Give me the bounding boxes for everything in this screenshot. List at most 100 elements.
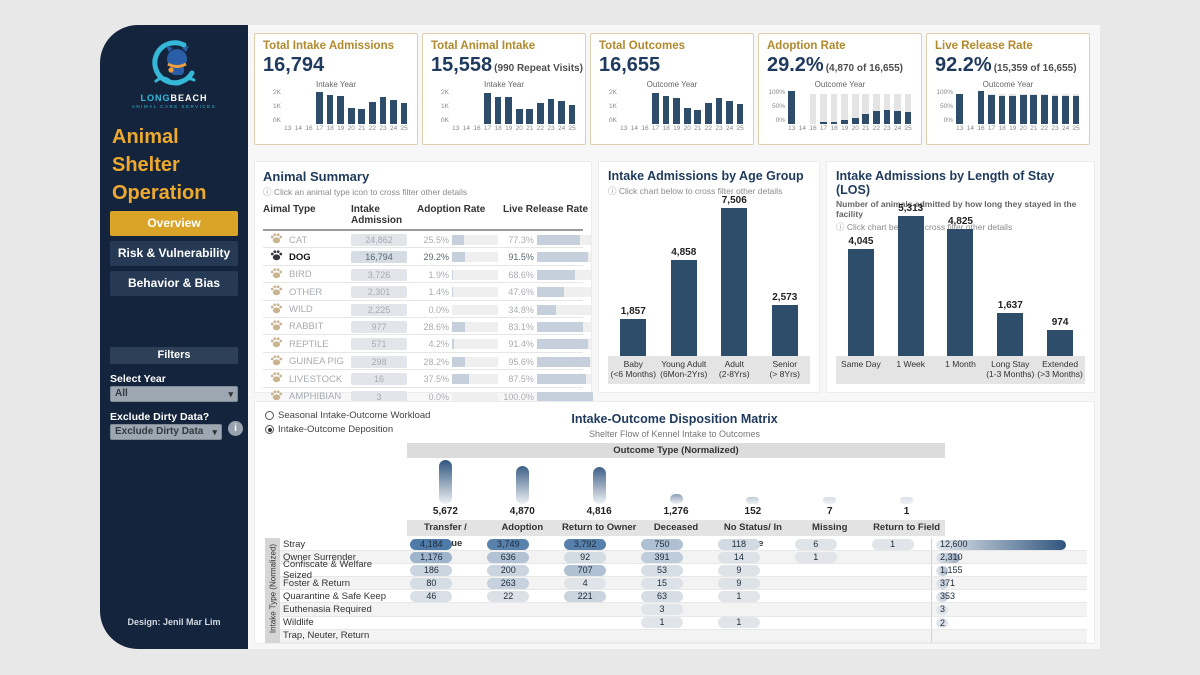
matrix-cell[interactable]: 1 (700, 590, 777, 602)
mini-bar-column[interactable]: 20 (514, 90, 524, 132)
mini-bar-column[interactable]: 19 (336, 90, 346, 132)
mini-bar-column[interactable]: 24 (557, 90, 567, 132)
bar[interactable] (670, 259, 697, 356)
animal-summary-row[interactable]: RABBIT 977 28.6% 83.1% (263, 318, 591, 336)
bar[interactable] (947, 228, 974, 356)
mini-bar-column[interactable]: 17 (819, 90, 829, 132)
matrix-cell[interactable]: 4 (547, 577, 624, 589)
animal-summary-row[interactable]: OTHER 2,301 1.4% 47.6% (263, 283, 591, 301)
matrix-cell-pill[interactable]: 9 (717, 577, 760, 589)
mini-bar-column[interactable]: 25 (735, 90, 745, 132)
mini-bar-column[interactable]: 14 (294, 90, 304, 132)
mini-bar-column[interactable]: 14 (798, 90, 808, 132)
mini-bar-column[interactable]: 19 (840, 90, 850, 132)
matrix-cell[interactable]: 1 (777, 551, 854, 563)
mini-bar-column[interactable]: 21 (861, 90, 871, 132)
animal-summary-row[interactable]: LIVESTOCK 16 37.5% 87.5% (263, 370, 591, 388)
livestock-icon[interactable] (263, 370, 289, 388)
mini-bar-column[interactable]: 21 (693, 90, 703, 132)
mini-bar-column[interactable]: 24 (725, 90, 735, 132)
mini-bar-column[interactable]: 20 (1018, 90, 1028, 132)
nav-risk-vulnerability-button[interactable]: Risk & Vulnerability (110, 241, 238, 266)
matrix-cell-pill[interactable]: 221 (564, 590, 607, 602)
mini-bar-column[interactable]: 16 (472, 90, 482, 132)
mini-bar-column[interactable]: 25 (1071, 90, 1081, 132)
matrix-cell-pill[interactable]: 3,749 (487, 538, 530, 550)
bar[interactable] (721, 207, 748, 356)
reptile-icon[interactable] (263, 335, 289, 353)
rabbit-icon[interactable] (263, 318, 289, 336)
mini-bar-column[interactable]: 13 (451, 90, 461, 132)
mini-bar-column[interactable]: 25 (399, 90, 409, 132)
matrix-cell-pill[interactable]: 4 (564, 577, 607, 589)
mini-bar-column[interactable]: 19 (672, 90, 682, 132)
matrix-cell[interactable]: 92 (547, 551, 624, 563)
mini-bar-column[interactable]: 22 (872, 90, 882, 132)
mini-bar-column[interactable]: 20 (850, 90, 860, 132)
amphibian-icon[interactable] (263, 388, 289, 406)
mini-bar-column[interactable]: 13 (955, 90, 965, 132)
matrix-cell[interactable]: 22 (470, 590, 547, 602)
matrix-cell-pill[interactable]: 53 (641, 564, 683, 576)
mini-bar-column[interactable]: 16 (640, 90, 650, 132)
mini-bar-column[interactable]: 14 (462, 90, 472, 132)
matrix-cell[interactable]: 15 (624, 577, 701, 589)
mini-bar-column[interactable]: 17 (651, 90, 661, 132)
matrix-cell[interactable]: 9 (700, 564, 777, 576)
animal-summary-row[interactable]: REPTILE 571 4.2% 91.4% (263, 335, 591, 353)
matrix-cell[interactable]: 1 (624, 617, 701, 629)
matrix-cell-pill[interactable]: 14 (717, 551, 760, 563)
matrix-cell[interactable]: 63 (624, 590, 701, 602)
matrix-cell-pill[interactable]: 9 (717, 564, 760, 576)
guinea-pig-icon[interactable] (263, 353, 289, 371)
bar[interactable] (1047, 330, 1074, 356)
animal-summary-row[interactable]: WILD 2,225 0.0% 34.8% (263, 301, 591, 319)
matrix-cell[interactable]: 46 (393, 590, 470, 602)
mini-bar-column[interactable]: 24 (893, 90, 903, 132)
matrix-cell-pill[interactable]: 92 (564, 551, 607, 563)
bird-icon[interactable] (263, 266, 289, 284)
matrix-cell-pill[interactable]: 186 (410, 564, 453, 576)
matrix-cell-pill[interactable]: 1,176 (410, 551, 453, 563)
bar[interactable] (847, 249, 874, 356)
exclude-dirty-data-dropdown[interactable]: Exclude Dirty Data ▾ (110, 424, 222, 440)
other-icon[interactable] (263, 283, 289, 301)
wild-icon[interactable] (263, 301, 289, 319)
matrix-cell[interactable]: 53 (624, 564, 701, 576)
nav-overview-button[interactable]: Overview (110, 211, 238, 236)
matrix-cell-pill[interactable]: 1 (871, 538, 914, 550)
matrix-cell-pill[interactable]: 3 (641, 604, 683, 616)
mini-bar-column[interactable]: 17 (483, 90, 493, 132)
matrix-cell[interactable]: 636 (470, 551, 547, 563)
mini-bar-column[interactable]: 13 (283, 90, 293, 132)
bar[interactable] (997, 312, 1024, 356)
mini-bar-column[interactable]: 13 (619, 90, 629, 132)
matrix-cell-pill[interactable]: 707 (564, 564, 607, 576)
dog-icon[interactable] (263, 248, 289, 266)
mini-bar-column[interactable]: 13 (787, 90, 797, 132)
bar[interactable] (771, 305, 798, 356)
matrix-cell[interactable]: 200 (470, 564, 547, 576)
mini-bar-column[interactable]: 18 (997, 90, 1007, 132)
mini-bar-column[interactable]: 16 (808, 90, 818, 132)
info-icon[interactable]: i (228, 421, 243, 436)
select-year-dropdown[interactable]: All ▾ (110, 386, 238, 402)
mini-bar-column[interactable]: 23 (378, 90, 388, 132)
mini-bar-column[interactable]: 16 (976, 90, 986, 132)
mini-bar-column[interactable]: 16 (304, 90, 314, 132)
matrix-cell-pill[interactable]: 118 (717, 538, 760, 550)
chart-bar-column[interactable]: 1,637 (985, 300, 1035, 356)
matrix-cell-pill[interactable]: 46 (410, 590, 453, 602)
mini-bar-column[interactable]: 22 (1040, 90, 1050, 132)
matrix-cell-pill[interactable]: 6 (794, 538, 837, 550)
matrix-cell-pill[interactable]: 80 (410, 577, 453, 589)
mini-bar-column[interactable]: 18 (829, 90, 839, 132)
mini-bar-column[interactable]: 24 (389, 90, 399, 132)
matrix-cell[interactable]: 750 (624, 538, 701, 550)
mini-bar-column[interactable]: 23 (882, 90, 892, 132)
matrix-cell-pill[interactable]: 200 (487, 564, 530, 576)
mini-bar-column[interactable]: 25 (567, 90, 577, 132)
mini-bar-column[interactable]: 23 (714, 90, 724, 132)
mini-bar-column[interactable]: 22 (536, 90, 546, 132)
chart-bar-column[interactable]: 974 (1035, 317, 1085, 356)
